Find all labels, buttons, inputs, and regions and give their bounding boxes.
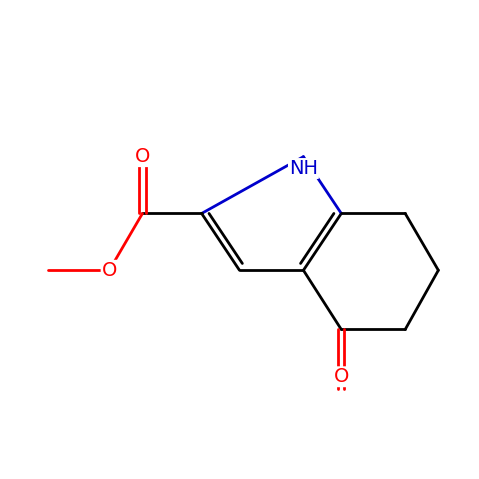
Text: NH: NH — [289, 159, 318, 178]
Text: O: O — [333, 367, 349, 386]
Text: O: O — [102, 261, 117, 280]
Text: O: O — [135, 147, 150, 166]
